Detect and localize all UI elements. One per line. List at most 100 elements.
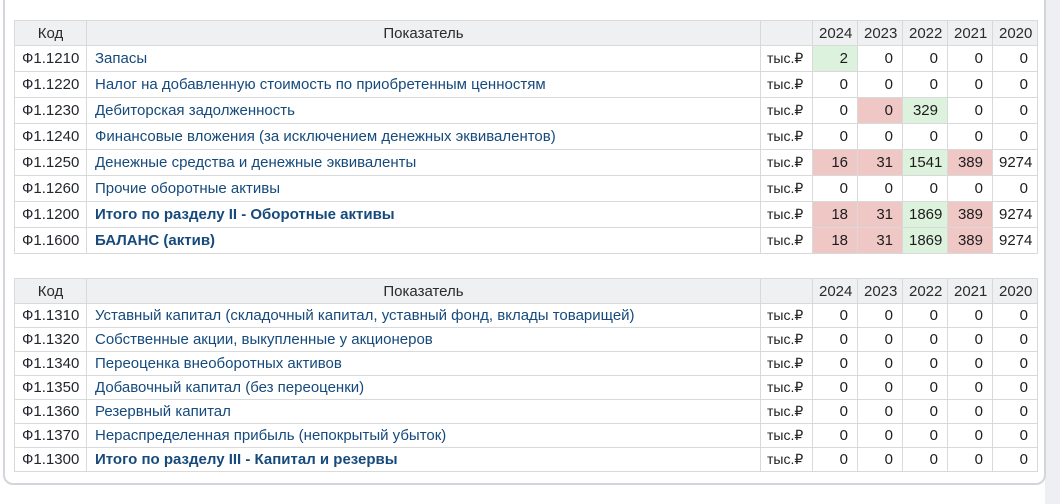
value-cell: 9274 [992,149,1038,176]
column-header-year-2020: 2020 [992,20,1038,46]
column-header-unit [760,20,813,46]
column-header-indicator: Показатель [86,278,761,304]
row-indicator: Запасы [86,45,761,72]
table-row: Ф1.1200 Итого по разделу II - Оборотные а… [14,201,1038,228]
value-cell: 0 [857,175,903,202]
value-cell: 0 [902,423,948,448]
table-row: Ф1.1230 Дебиторская задолженность тыс.₽ 0 0 3… [14,97,1038,124]
value-cell: 0 [947,447,993,472]
balance-sheet-content: Код Показатель 2024 2023 2022 2021 2020 … [14,20,1038,472]
column-header-year-2024: 2024 [812,278,858,304]
value-cell: 0 [857,303,903,328]
row-unit: тыс.₽ [760,375,813,400]
value-cell: 0 [902,123,948,150]
row-unit: тыс.₽ [760,351,813,376]
value-cell: 9274 [992,201,1038,228]
table-row: Ф1.1210 Запасы тыс.₽ 2 0 0 0 0 [14,45,1038,72]
row-indicator: Денежные средства и денежные эквиваленты [86,149,761,176]
value-cell: 0 [812,375,858,400]
row-code: Ф1.1210 [14,45,87,72]
row-code: Ф1.1340 [14,351,87,376]
value-cell: 0 [902,45,948,72]
value-cell: 0 [947,375,993,400]
column-header-indicator: Показатель [86,20,761,46]
row-indicator: Прочие оборотные активы [86,175,761,202]
column-header-year-2022: 2022 [902,278,948,304]
column-header-code: Код [14,278,87,304]
value-cell: 0 [992,175,1038,202]
row-code: Ф1.1370 [14,423,87,448]
value-cell: 0 [857,97,903,124]
row-unit: тыс.₽ [760,175,813,202]
value-cell: 0 [947,97,993,124]
value-cell: 0 [947,71,993,98]
row-unit: тыс.₽ [760,399,813,424]
table-row: Ф1.1310 Уставный капитал (складочный капи… [14,303,1038,328]
value-cell: 0 [812,327,858,352]
row-indicator: Уставный капитал (складочный капитал, ус… [86,303,761,328]
value-cell: 0 [857,45,903,72]
row-unit: тыс.₽ [760,123,813,150]
row-indicator: Налог на добавленную стоимость по приобр… [86,71,761,98]
equity-table: Код Показатель 2024 2023 2022 2021 2020 … [14,278,1038,472]
row-unit: тыс.₽ [760,303,813,328]
scrollbar-track[interactable] [1045,0,1060,504]
value-cell: 0 [902,327,948,352]
table-row: Ф1.1370 Нераспределенная прибыль (непокры… [14,423,1038,448]
value-cell: 389 [947,149,993,176]
value-cell: 0 [992,423,1038,448]
value-cell: 0 [857,399,903,424]
row-code: Ф1.1360 [14,399,87,424]
value-cell: 0 [992,71,1038,98]
value-cell: 0 [992,97,1038,124]
value-cell: 0 [992,399,1038,424]
row-indicator: Дебиторская задолженность [86,97,761,124]
value-cell: 16 [812,149,858,176]
column-header-year-2021: 2021 [947,20,993,46]
row-indicator: Нераспределенная прибыль (непокрытый убы… [86,423,761,448]
table-row: Ф1.1250 Денежные средства и денежные экви… [14,149,1038,176]
value-cell: 0 [812,71,858,98]
value-cell: 0 [812,175,858,202]
row-indicator: Переоценка внеоборотных активов [86,351,761,376]
row-unit: тыс.₽ [760,71,813,98]
row-indicator: Итого по разделу III - Капитал и резервы [86,447,761,472]
row-unit: тыс.₽ [760,327,813,352]
table-row: Ф1.1320 Собственные акции, выкупленные у … [14,327,1038,352]
value-cell: 0 [947,45,993,72]
row-unit: тыс.₽ [760,227,813,254]
value-cell: 389 [947,227,993,254]
value-cell: 0 [902,71,948,98]
row-code: Ф1.1600 [14,227,87,254]
row-code: Ф1.1350 [14,375,87,400]
row-code: Ф1.1310 [14,303,87,328]
row-indicator: Финансовые вложения (за исключением дене… [86,123,761,150]
value-cell: 1869 [902,201,948,228]
table-row: Ф1.1600 БАЛАНС (актив) тыс.₽ 18 31 1869 389 927… [14,227,1038,254]
value-cell: 1541 [902,149,948,176]
table-row: Ф1.1300 Итого по разделу III - Капитал и … [14,447,1038,472]
value-cell: 0 [902,447,948,472]
value-cell: 0 [812,123,858,150]
value-cell: 0 [857,327,903,352]
value-cell: 0 [857,351,903,376]
row-code: Ф1.1320 [14,327,87,352]
equity-header-row: Код Показатель 2024 2023 2022 2021 2020 [14,278,1038,304]
value-cell: 2 [812,45,858,72]
value-cell: 18 [812,201,858,228]
value-cell: 0 [947,175,993,202]
value-cell: 0 [812,303,858,328]
value-cell: 389 [947,201,993,228]
value-cell: 0 [857,71,903,98]
value-cell: 0 [947,423,993,448]
value-cell: 0 [947,399,993,424]
table-row: Ф1.1240 Финансовые вложения (за исключени… [14,123,1038,150]
row-indicator: Итого по разделу II - Оборотные активы [86,201,761,228]
value-cell: 18 [812,227,858,254]
value-cell: 0 [947,303,993,328]
value-cell: 0 [812,351,858,376]
table-row: Ф1.1260 Прочие оборотные активы тыс.₽ 0 0 0 0 0 [14,175,1038,202]
value-cell: 0 [902,175,948,202]
row-code: Ф1.1300 [14,447,87,472]
value-cell: 0 [947,327,993,352]
